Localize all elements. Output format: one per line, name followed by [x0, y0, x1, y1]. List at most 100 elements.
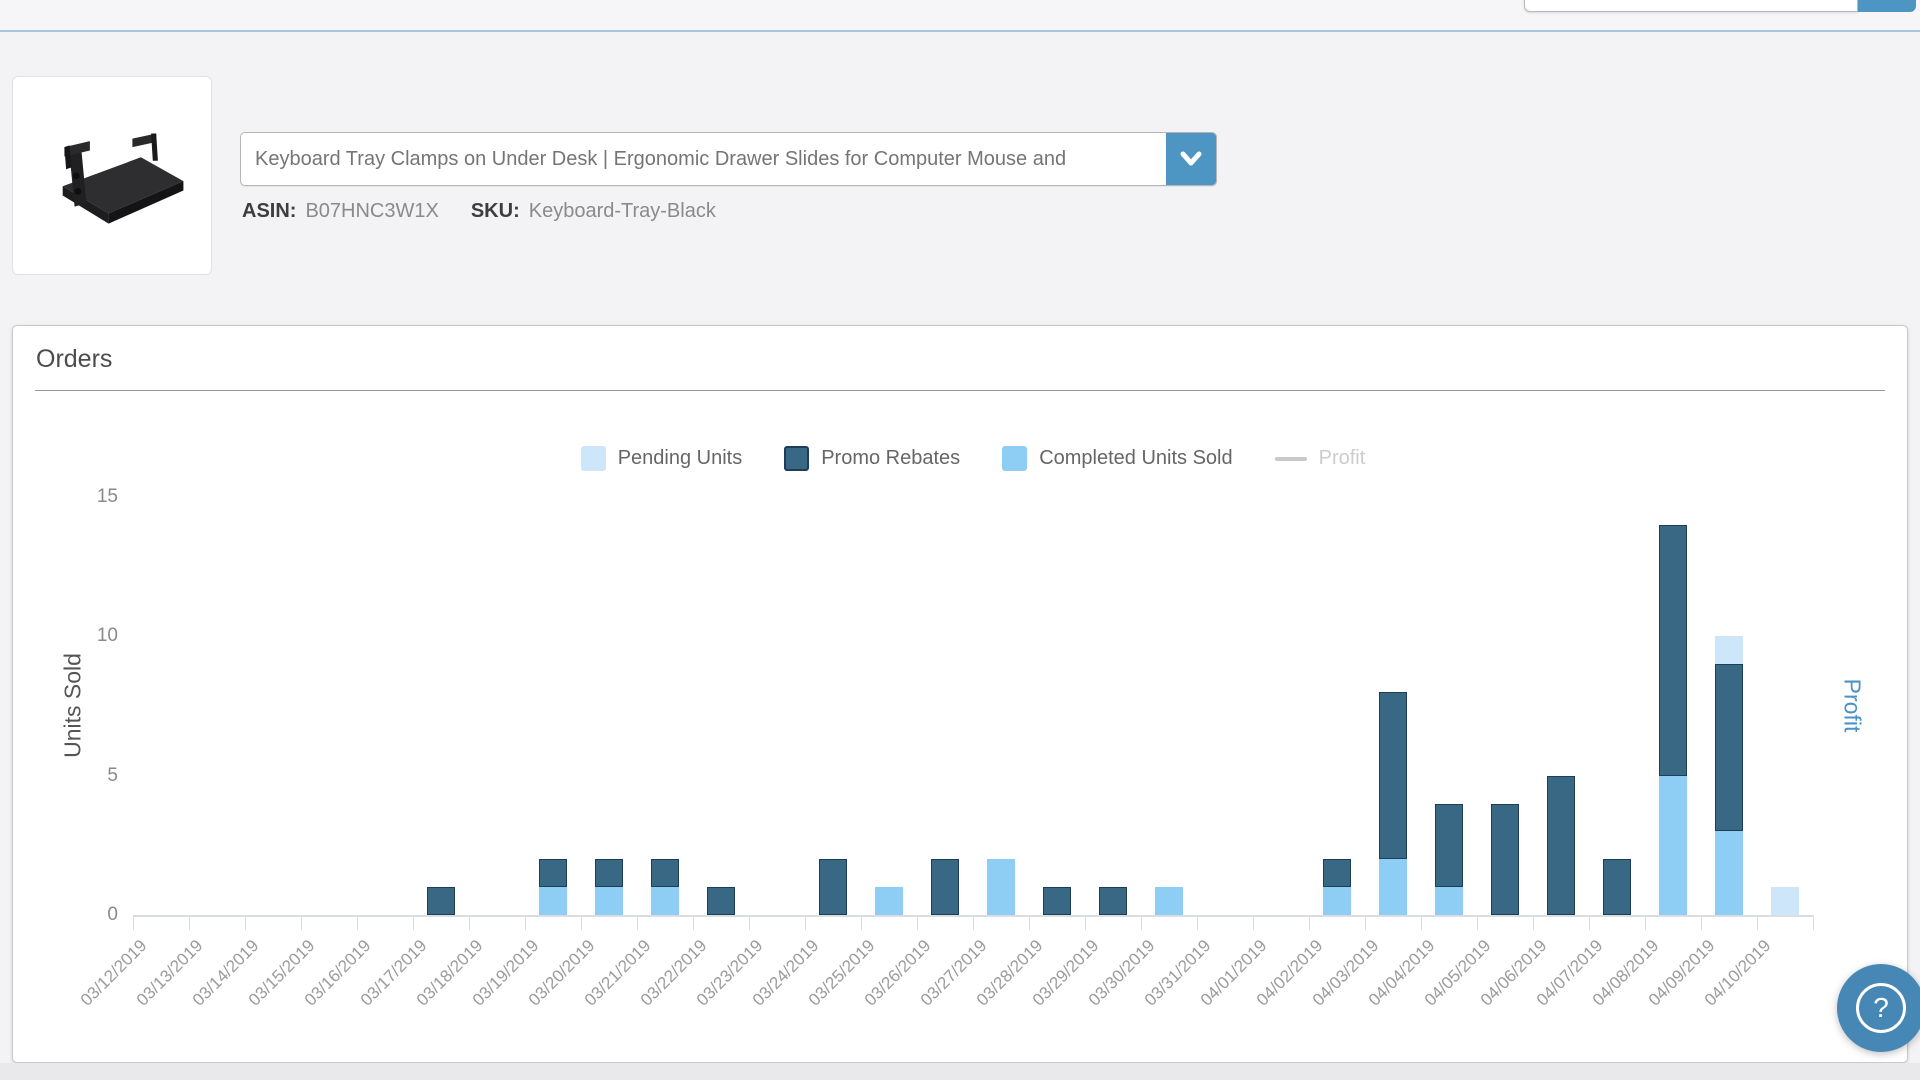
bar-segment-promo-rebates[interactable]: [1603, 859, 1631, 915]
bar-segment-promo-rebates[interactable]: [1323, 859, 1351, 888]
x-axis-tick: [581, 915, 582, 930]
sku-label: SKU:: [470, 200, 520, 222]
secondary-y-axis-title: Profit: [1839, 678, 1866, 733]
bar-segment-pending-units[interactable]: [1715, 636, 1743, 665]
bar-segment-completed-units-sold[interactable]: [539, 887, 567, 915]
x-axis-tick: [1197, 915, 1198, 930]
orders-title-rule: [35, 390, 1885, 391]
orders-panel-title: Orders: [36, 345, 113, 373]
product-identifiers: ASIN: B07HNC3W1X SKU: Keyboard-Tray-Blac…: [242, 200, 748, 223]
header-divider: [0, 30, 1920, 32]
x-axis-tick: [1813, 915, 1814, 930]
y-axis-title: Units Sold: [59, 653, 86, 758]
bar-segment-promo-rebates[interactable]: [1043, 887, 1071, 915]
x-axis-tick: [1365, 915, 1366, 930]
x-axis-tick: [1141, 915, 1142, 930]
x-axis-tick: [413, 915, 414, 930]
legend-item-completed-units-sold[interactable]: Completed Units Sold: [1002, 446, 1233, 471]
search-submit-button[interactable]: [1858, 0, 1916, 12]
x-axis-tick: [1589, 915, 1590, 930]
search-bar: [1524, 0, 1916, 12]
asin-value: B07HNC3W1X: [305, 200, 439, 222]
chart-legend: Pending Units Promo Rebates Completed Unit…: [133, 446, 1813, 471]
bar-segment-promo-rebates[interactable]: [1099, 887, 1127, 915]
legend-item-promo-rebates[interactable]: Promo Rebates: [784, 446, 960, 471]
legend-label: Promo Rebates: [821, 447, 961, 469]
bar-segment-completed-units-sold[interactable]: [1379, 859, 1407, 915]
legend-swatch-icon: [580, 446, 606, 471]
bar-segment-promo-rebates[interactable]: [651, 859, 679, 888]
x-axis-tick: [917, 915, 918, 930]
x-axis-tick: [1309, 915, 1310, 930]
x-axis-tick: [1477, 915, 1478, 930]
bar-segment-completed-units-sold[interactable]: [1323, 887, 1351, 915]
bar-segment-promo-rebates[interactable]: [707, 887, 735, 915]
bar-segment-promo-rebates[interactable]: [1491, 803, 1519, 915]
bar-segment-promo-rebates[interactable]: [427, 887, 455, 915]
legend-item-pending-units[interactable]: Pending Units: [580, 446, 743, 471]
x-axis-tick: [301, 915, 302, 930]
dropdown-button[interactable]: [1166, 133, 1216, 185]
bar-segment-promo-rebates[interactable]: [819, 859, 847, 915]
bar-segment-completed-units-sold[interactable]: [595, 887, 623, 915]
bar-segment-promo-rebates[interactable]: [931, 859, 959, 915]
x-axis-tick: [357, 915, 358, 930]
bar-segment-completed-units-sold[interactable]: [987, 859, 1015, 915]
x-axis-tick: [525, 915, 526, 930]
bar-segment-completed-units-sold[interactable]: [651, 887, 679, 915]
asin-label: ASIN:: [242, 200, 297, 222]
y-axis-tick-label: 5: [107, 764, 118, 786]
x-axis-tick: [693, 915, 694, 930]
bottom-background-strip: [0, 1063, 1920, 1080]
bar-segment-promo-rebates[interactable]: [1659, 524, 1687, 776]
x-axis-tick: [1421, 915, 1422, 930]
bar-segment-completed-units-sold[interactable]: [875, 887, 903, 915]
x-axis-tick: [469, 915, 470, 930]
x-axis-tick: [245, 915, 246, 930]
x-axis-tick: [1029, 915, 1030, 930]
legend-label: Profit: [1318, 447, 1366, 469]
x-axis-tick: [1645, 915, 1646, 930]
x-axis-tick: [637, 915, 638, 930]
x-axis-tick: [1533, 915, 1534, 930]
bar-segment-promo-rebates[interactable]: [1435, 803, 1463, 888]
legend-label: Pending Units: [617, 447, 743, 469]
x-axis-tick: [133, 915, 134, 930]
chevron-down-icon: [1180, 151, 1202, 166]
y-axis-tick-label: 10: [96, 625, 118, 647]
search-input[interactable]: [1524, 0, 1858, 12]
x-axis-tick: [861, 915, 862, 930]
x-axis-tick: [189, 915, 190, 930]
x-axis-tick: [1701, 915, 1702, 930]
x-axis-tick: [973, 915, 974, 930]
product-title-dropdown[interactable]: Keyboard Tray Clamps on Under Desk | Erg…: [240, 132, 1217, 186]
x-axis-tick: [805, 915, 806, 930]
x-axis-tick: [1757, 915, 1758, 930]
orders-panel: [12, 325, 1908, 1063]
bar-segment-promo-rebates[interactable]: [1715, 664, 1743, 832]
x-axis-tick: [1253, 915, 1254, 930]
legend-swatch-icon: [784, 446, 810, 471]
bar-segment-completed-units-sold[interactable]: [1659, 775, 1687, 915]
x-axis-tick: [749, 915, 750, 930]
y-axis-tick-label: 0: [107, 904, 118, 925]
y-axis-tick-label: 15: [96, 485, 118, 507]
help-button[interactable]: ?: [1837, 964, 1920, 1052]
bar-segment-promo-rebates[interactable]: [1379, 692, 1407, 860]
question-mark-icon: ?: [1856, 983, 1906, 1033]
sku-value: Keyboard-Tray-Black: [528, 200, 716, 222]
bar-segment-completed-units-sold[interactable]: [1715, 831, 1743, 915]
legend-label: Completed Units Sold: [1039, 447, 1233, 469]
bar-segment-completed-units-sold[interactable]: [1155, 887, 1183, 915]
product-image: [62, 133, 184, 224]
bar-segment-pending-units[interactable]: [1771, 887, 1799, 915]
bar-segment-completed-units-sold[interactable]: [1435, 887, 1463, 915]
bar-segment-promo-rebates[interactable]: [1547, 775, 1575, 915]
legend-item-profit[interactable]: Profit: [1274, 447, 1366, 470]
x-axis-tick: [1085, 915, 1086, 930]
legend-swatch-icon: [1274, 456, 1307, 461]
bar-segment-promo-rebates[interactable]: [539, 859, 567, 888]
product-title-text: Keyboard Tray Clamps on Under Desk | Erg…: [255, 147, 1067, 170]
bar-segment-promo-rebates[interactable]: [595, 859, 623, 888]
